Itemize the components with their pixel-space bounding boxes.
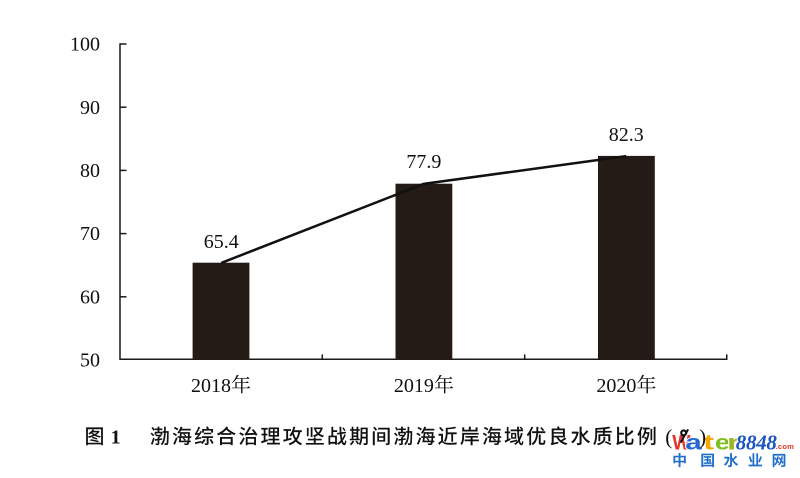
svg-text:2020: 2020	[596, 375, 636, 397]
svg-text:.com: .com	[776, 442, 795, 451]
svg-text:W: W	[672, 432, 690, 455]
svg-text:100: 100	[70, 34, 100, 56]
svg-text:e: e	[715, 431, 730, 455]
svg-text:90: 90	[80, 97, 100, 119]
svg-text:65.4: 65.4	[204, 231, 239, 253]
svg-text:70: 70	[80, 223, 100, 245]
svg-text:t: t	[703, 430, 714, 454]
svg-text:(: (	[665, 425, 672, 449]
svg-text:80: 80	[80, 160, 100, 182]
svg-text:): )	[699, 425, 706, 449]
svg-text:2019: 2019	[394, 375, 434, 397]
svg-text:82.3: 82.3	[609, 124, 644, 146]
svg-text:r: r	[727, 431, 740, 454]
svg-text:50: 50	[80, 350, 100, 372]
svg-text:60: 60	[80, 286, 100, 308]
svg-text:77.9: 77.9	[406, 151, 441, 173]
svg-text:a: a	[685, 431, 702, 454]
svg-text:8848: 8848	[736, 431, 778, 455]
svg-text:1: 1	[111, 427, 121, 449]
svg-text:2018: 2018	[191, 375, 231, 397]
